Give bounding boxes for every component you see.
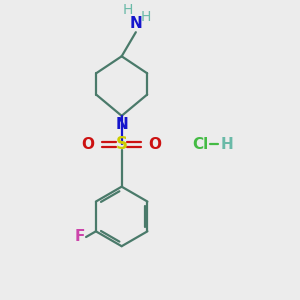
Text: N: N [130, 16, 142, 31]
Text: H: H [123, 4, 133, 17]
Text: F: F [74, 230, 85, 244]
Text: O: O [82, 137, 95, 152]
Text: H: H [141, 10, 151, 24]
Text: Cl: Cl [193, 137, 209, 152]
Text: S: S [116, 135, 128, 153]
Text: N: N [115, 117, 128, 132]
Text: O: O [148, 137, 162, 152]
Text: H: H [220, 137, 233, 152]
